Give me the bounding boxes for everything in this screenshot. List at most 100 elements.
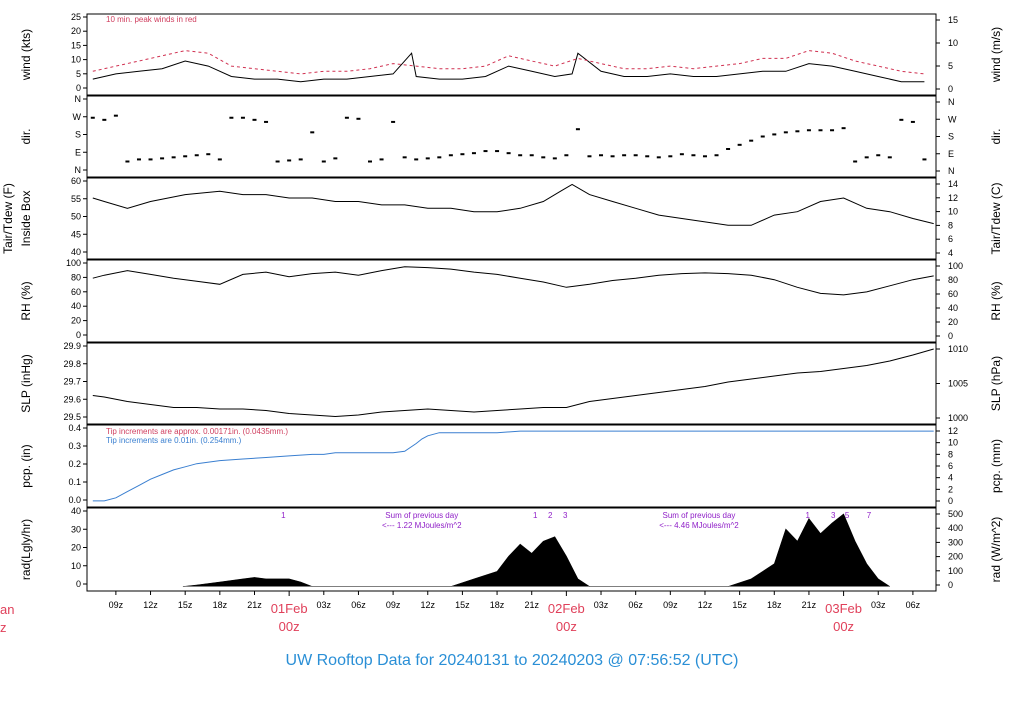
left-tick-label: 30 xyxy=(71,524,81,534)
dir-point xyxy=(599,154,604,157)
left-tick-label: S xyxy=(75,130,81,140)
left-tick-label: W xyxy=(73,112,82,122)
dir-point xyxy=(830,129,835,132)
left-tick-label: 29.9 xyxy=(63,341,81,351)
left-tick-label: 0 xyxy=(76,330,81,340)
dir-point xyxy=(864,156,869,159)
left-tick-label: 40 xyxy=(71,247,81,257)
dir-point xyxy=(899,118,904,121)
left-tick-label: 60 xyxy=(71,176,81,186)
x-tick-label: 12z xyxy=(420,600,435,610)
dir-point xyxy=(136,158,141,161)
dir-point xyxy=(402,156,407,159)
left-tick-label: 29.7 xyxy=(63,377,81,387)
dir-point xyxy=(217,158,222,161)
dir-point xyxy=(749,139,754,142)
left-tick-label: 29.6 xyxy=(63,394,81,404)
dir-point xyxy=(633,154,638,157)
left-tick-label: 20 xyxy=(71,316,81,326)
left-partial-month: an xyxy=(0,602,14,617)
right-tick-label: 4 xyxy=(948,473,953,483)
x-tick-label: 09z xyxy=(109,600,124,610)
right-tick-label: 4 xyxy=(948,248,953,258)
x-tick-label: 21z xyxy=(802,600,817,610)
x-tick-label: 15z xyxy=(732,600,747,610)
dir-point xyxy=(760,135,765,138)
x-tick-label: 09z xyxy=(663,600,678,610)
rad-area-0 xyxy=(182,513,890,587)
ylabel-left: rad(Lgly/hr) xyxy=(19,519,33,580)
ylabel-right: dir. xyxy=(989,128,1003,144)
panel-frame xyxy=(86,259,937,343)
right-tick-label: 80 xyxy=(948,275,958,285)
x-tick-label: 21z xyxy=(247,600,262,610)
dir-point xyxy=(310,131,315,134)
left-tick-label: 0 xyxy=(76,579,81,589)
rad-marker: 1 xyxy=(806,511,811,520)
left-tick-label: 0.2 xyxy=(68,459,81,469)
right-tick-label: 12 xyxy=(948,193,958,203)
panel-pcp: 0.0 0.1 0.2 0.3 0.4 0 24 6 810 12 pcp. (in) pcp. (m… xyxy=(19,423,1003,508)
x-tick-label: 12z xyxy=(698,600,713,610)
right-tick-label: 10 xyxy=(948,38,958,48)
dir-point xyxy=(333,157,338,160)
rh-line-0 xyxy=(92,266,934,296)
slp-line-0 xyxy=(92,348,934,418)
day-note-line2: <--- 4.46 MJoules/m^2 xyxy=(659,521,739,530)
dir-point xyxy=(183,155,188,158)
dir-point xyxy=(125,160,130,163)
dir-point xyxy=(564,154,569,157)
right-tick-label: 10 xyxy=(948,438,958,448)
dir-point xyxy=(368,160,372,163)
left-tick-label: E xyxy=(75,147,81,157)
x-axis: 09z 12z 15z 18z 21z 03z 06z 09z 12z 15z 18z 21z 03z 0… xyxy=(109,591,921,634)
right-tick-label: 12 xyxy=(948,426,958,436)
dir-point xyxy=(691,154,696,157)
ylabel-left: pcp. (in) xyxy=(19,444,33,487)
date-z-label: 00z xyxy=(279,619,300,634)
x-tick-label: 06z xyxy=(351,600,366,610)
wind-annotation: 10 min. peak winds in red xyxy=(106,15,197,24)
dir-point xyxy=(113,114,118,117)
x-tick-label: 18z xyxy=(490,600,505,610)
dir-point xyxy=(795,130,800,133)
panel-frame xyxy=(86,13,937,96)
dir-point xyxy=(610,155,615,158)
dir-point xyxy=(483,150,488,153)
dir-point xyxy=(818,129,823,132)
left-tick-label: 80 xyxy=(71,272,81,282)
right-tick-label: 40 xyxy=(948,303,958,313)
ylabel-left: RH (%) xyxy=(19,281,33,320)
rad-marker: 1 xyxy=(533,511,538,520)
x-tick-label: 18z xyxy=(767,600,782,610)
dir-point xyxy=(448,154,453,157)
dir-point xyxy=(344,116,349,119)
dir-point xyxy=(726,148,731,150)
left-tick-label: 55 xyxy=(71,194,81,204)
footer-title: UW Rooftop Data for 20240131 to 20240203… xyxy=(286,652,739,669)
panel-slp: 29.5 29.6 29.7 29.8 29.9 1000 1005 1010 SLP (inH… xyxy=(19,341,1003,425)
left-tick-label: 40 xyxy=(71,301,81,311)
panel-rh: 0 20 40 60 80 100 0 20 40 60 80 100 RH (%) RH (%) xyxy=(19,258,1003,343)
right-tick-label: 1010 xyxy=(948,344,968,354)
dir-point xyxy=(656,156,661,159)
dir-point xyxy=(206,153,211,156)
ylabel-right: wind (m/s) xyxy=(989,27,1003,83)
day-note-line2: <--- 1.22 MJoules/m^2 xyxy=(382,521,462,530)
dir-point xyxy=(252,118,257,121)
date-label: 01Feb xyxy=(271,601,308,616)
right-tick-label: 5 xyxy=(948,61,953,71)
x-tick-label: 18z xyxy=(213,600,228,610)
x-tick-label: 12z xyxy=(143,600,158,610)
right-tick-label: 100 xyxy=(948,566,963,576)
rad-marker: 3 xyxy=(831,511,836,520)
right-tick-label: 500 xyxy=(948,509,963,519)
x-tick-label: 06z xyxy=(906,600,921,610)
dir-point xyxy=(772,133,777,136)
x-tick-label: 03z xyxy=(871,600,886,610)
dir-point xyxy=(737,143,742,146)
left-tick-label: 45 xyxy=(71,229,81,239)
right-tick-label: 2 xyxy=(948,484,953,494)
